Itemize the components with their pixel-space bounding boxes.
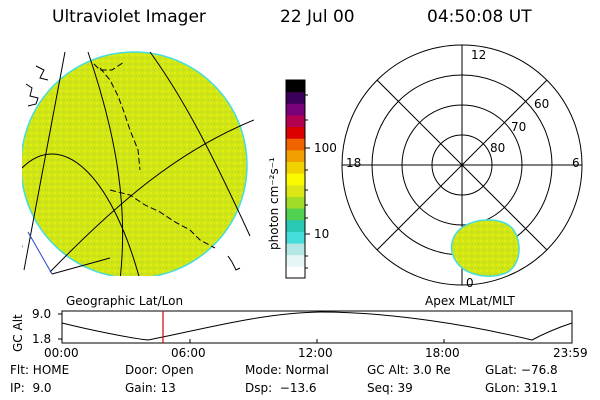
- mlat-label-70: 70: [511, 120, 527, 134]
- altitude-ytick-min: 1.8: [32, 332, 52, 346]
- altitude-ytick-max: 9.0: [32, 307, 52, 321]
- coastline: [99, 67, 141, 171]
- latitude-line: [51, 257, 111, 275]
- xtick-label: 12:00: [298, 346, 333, 360]
- colorbar-cell: [286, 231, 305, 244]
- xtick-label: 18:00: [425, 346, 460, 360]
- colorbar-cell: [286, 184, 305, 197]
- colorbar-cell: [286, 91, 305, 104]
- info-door: Door: Open: [125, 363, 194, 377]
- meridian-line: [149, 51, 251, 237]
- colorbar-cell: [286, 208, 305, 221]
- colorbar-unit-label: photon cm⁻²s⁻¹: [267, 157, 281, 250]
- colorbar-cell: [286, 266, 305, 279]
- meridian-line: [87, 51, 124, 276]
- info-dsp: Dsp: −13.6: [245, 381, 317, 395]
- colorbar-cell: [286, 114, 305, 128]
- info-gain: Gain: 13: [125, 381, 176, 395]
- altitude-curve: [61, 311, 573, 341]
- latitude-line: [22, 153, 140, 276]
- colorbar-tick-10: 10: [314, 227, 330, 241]
- colorbar-tick-100: 100: [314, 141, 337, 155]
- altitude-frame: [61, 310, 573, 344]
- apex-label: Apex MLat/MLT: [425, 294, 515, 308]
- colorbar-cell: [286, 243, 305, 256]
- xtick-label: 06:00: [171, 346, 206, 360]
- mlt-line-diag: [376, 79, 548, 251]
- info-flt: Flt: HOME: [10, 363, 70, 377]
- colorbar-cell: [286, 103, 305, 116]
- latitude-line: [49, 119, 254, 273]
- info-gcalt: GC Alt: 3.0 Re: [367, 363, 451, 377]
- colorbar-cell: [286, 138, 305, 151]
- polar-plot: [341, 44, 583, 286]
- colorbar-cell: [286, 196, 305, 209]
- info-glat: GLat: −76.8: [485, 363, 558, 377]
- info-seq: Seq: 39: [367, 381, 413, 395]
- colorbar-cell: [286, 219, 305, 232]
- header-time: 04:50:08 UT: [427, 7, 532, 27]
- colorbar-cell: [286, 126, 305, 139]
- colorbar-cell: [286, 80, 305, 93]
- xtick-label: 00:00: [44, 346, 79, 360]
- coastline: [109, 189, 216, 249]
- xtick-label: 23:59: [553, 346, 588, 360]
- info-ip: IP: 9.0: [10, 381, 52, 395]
- coastline: [227, 255, 241, 271]
- colorbar-cell: [286, 254, 305, 267]
- colorbar: [285, 79, 310, 279]
- instrument-title: Ultraviolet Imager: [52, 7, 206, 27]
- geographic-map: [22, 51, 254, 276]
- auroral-oval: [450, 219, 520, 277]
- mlt-label-12: 12: [471, 48, 487, 62]
- coastline: [22, 245, 23, 249]
- terminator-line: [27, 231, 53, 275]
- coastline: [25, 83, 39, 107]
- coastline: [35, 65, 49, 81]
- info-glon: GLon: 319.1: [485, 381, 558, 395]
- mlt-label-0: 0: [466, 276, 474, 290]
- altitude-ylabel: GC Alt: [11, 314, 25, 352]
- mlat-label-80: 80: [490, 141, 506, 155]
- colorbar-cell: [286, 161, 305, 174]
- altitude-plot: [58, 310, 573, 344]
- meridian-line: [23, 51, 66, 271]
- colorbar-cell: [286, 173, 305, 186]
- uv-disk: [22, 51, 248, 276]
- mlt-label-6: 6: [572, 156, 580, 170]
- info-mode: Mode: Normal: [245, 363, 329, 377]
- coastline: [93, 61, 125, 71]
- mlat-label-60: 60: [534, 97, 550, 111]
- colorbar-frame: [285, 79, 306, 279]
- geographic-label: Geographic Lat/Lon: [66, 294, 184, 308]
- mlt-label-18: 18: [346, 156, 362, 170]
- header-date: 22 Jul 00: [280, 7, 355, 27]
- colorbar-cell: [286, 149, 305, 163]
